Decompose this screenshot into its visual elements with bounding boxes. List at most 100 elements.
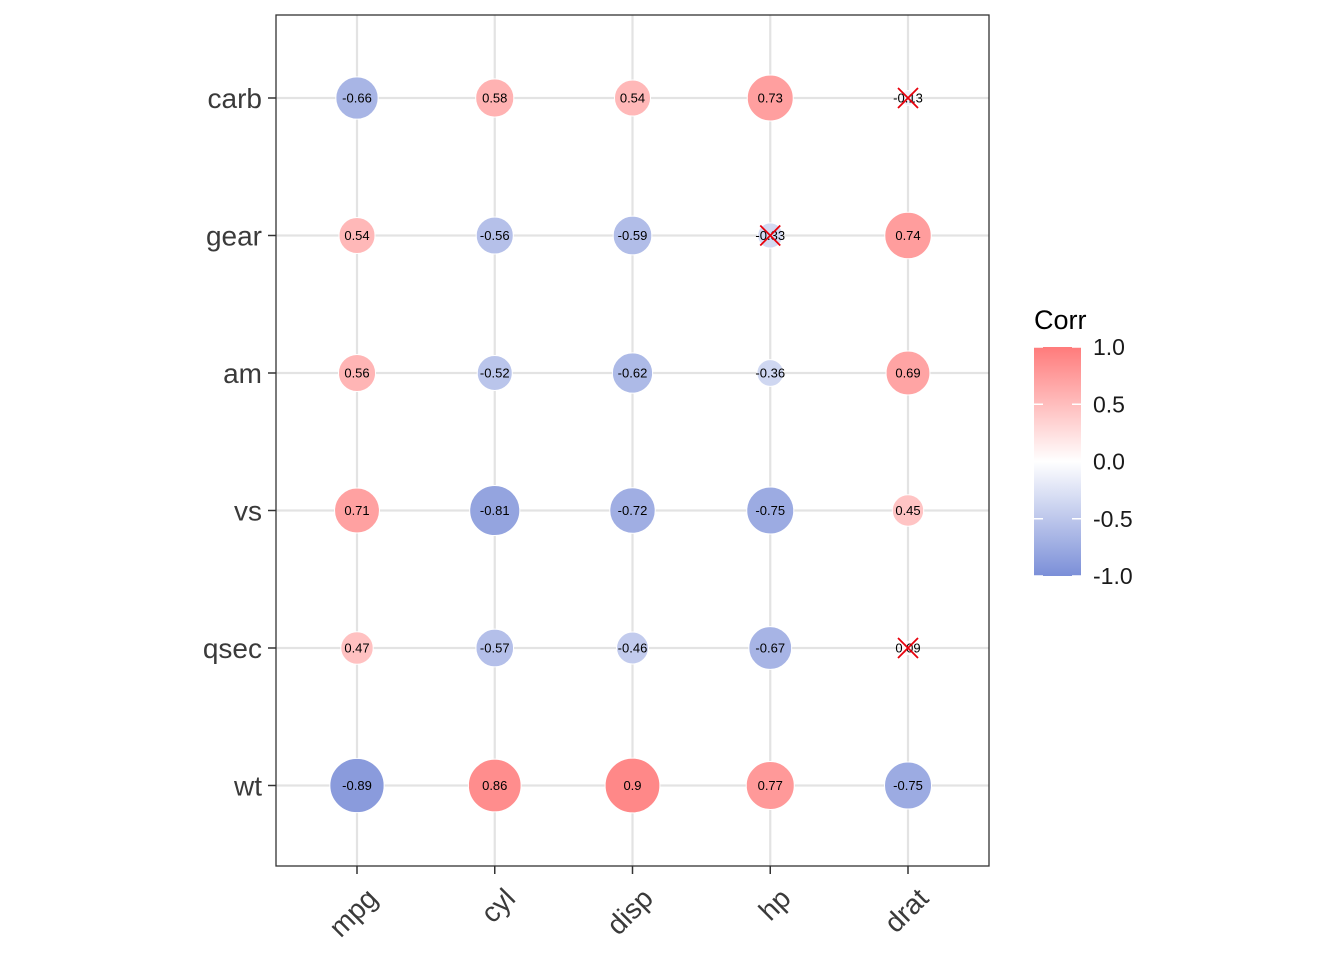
x-tick-label-mpg: mpg — [323, 882, 383, 942]
cell-qsec-drat: 0.09 — [895, 637, 921, 659]
cell-wt-cyl: 0.86 — [467, 758, 522, 813]
correlation-circle — [884, 211, 932, 260]
correlation-circle — [475, 628, 515, 668]
correlation-circle — [746, 486, 795, 535]
y-tick-label-wt: wt — [233, 771, 262, 802]
cell-carb-disp: 0.54 — [613, 79, 652, 117]
cell-value-label: 0.74 — [895, 228, 920, 243]
grid-lines — [276, 15, 989, 866]
correlation-circle — [335, 76, 379, 120]
cell-vs-mpg: 0.71 — [334, 487, 380, 534]
cell-gear-mpg: 0.54 — [338, 216, 376, 255]
y-tick-label-vs: vs — [234, 496, 262, 527]
x-tick-label-hp: hp — [753, 882, 797, 926]
cell-gear-drat: 0.74 — [884, 211, 932, 260]
cell-am-drat: 0.69 — [885, 350, 931, 396]
cell-value-label: -0.66 — [342, 91, 372, 106]
correlation-circle — [616, 631, 649, 665]
cell-value-label: 0.69 — [895, 366, 920, 381]
y-tick-label-gear: gear — [206, 221, 262, 252]
cell-value-label: 0.9 — [623, 778, 641, 793]
cell-wt-disp: 0.9 — [604, 757, 661, 814]
cell-am-cyl: -0.52 — [476, 354, 513, 392]
correlation-circle — [884, 761, 932, 810]
cell-wt-mpg: -0.89 — [329, 757, 385, 814]
correlation-circle — [746, 74, 794, 122]
cell-am-mpg: 0.56 — [337, 353, 377, 393]
cell-value-label: -0.75 — [755, 503, 785, 518]
cell-carb-drat: -0.13 — [893, 87, 923, 109]
correlation-circle — [334, 487, 380, 534]
x-tick-label-drat: drat — [878, 882, 934, 938]
cell-vs-cyl: -0.81 — [469, 484, 521, 537]
y-tick-label-qsec: qsec — [203, 633, 262, 664]
correlation-circle — [604, 757, 661, 814]
cell-carb-cyl: 0.58 — [475, 78, 515, 118]
x-tick-label-cyl: cyl — [475, 882, 521, 928]
cell-value-label: 0.73 — [758, 91, 783, 106]
cell-value-label: -0.89 — [342, 778, 372, 793]
legend-tick-label: 0.5 — [1093, 391, 1125, 417]
cell-value-label: -0.59 — [618, 228, 648, 243]
legend-title: Corr — [1034, 305, 1087, 335]
cell-value-label: -0.56 — [480, 228, 510, 243]
correlation-circle — [467, 758, 522, 813]
insignificant-cross-mark — [759, 224, 781, 247]
cell-am-hp: -0.36 — [755, 359, 785, 387]
x-tick-label-disp: disp — [601, 882, 659, 940]
correlation-circle — [885, 350, 931, 396]
legend-tick-label: 0.0 — [1093, 449, 1125, 475]
cell-qsec-cyl: -0.57 — [475, 628, 515, 668]
correlation-circle — [476, 354, 513, 392]
cell-carb-hp: 0.73 — [746, 74, 794, 122]
correlation-circle — [613, 79, 652, 117]
cell-carb-mpg: -0.66 — [335, 76, 379, 120]
y-tick-label-carb: carb — [208, 83, 262, 114]
cell-gear-disp: -0.59 — [612, 215, 653, 256]
cell-vs-disp: -0.72 — [609, 487, 656, 534]
correlation-circle — [337, 353, 377, 393]
cell-value-label: 0.54 — [344, 228, 369, 243]
insignificant-cross-mark — [897, 637, 919, 659]
cell-value-label: -0.36 — [755, 366, 785, 381]
cell-wt-hp: 0.77 — [745, 760, 795, 811]
cell-qsec-mpg: 0.47 — [340, 631, 374, 665]
legend: Corr 1.0 0.5 0.0 -0.5 -1.0 — [1034, 305, 1133, 589]
cell-value-label: -0.81 — [480, 503, 510, 518]
cell-gear-hp: -0.33 — [755, 222, 785, 249]
cell-am-disp: -0.62 — [611, 352, 654, 394]
cell-value-label: 0.54 — [620, 91, 645, 106]
correlation-circle — [469, 484, 521, 537]
legend-tick-label: -0.5 — [1093, 506, 1133, 532]
correlation-circle — [611, 352, 654, 394]
cell-value-label: -0.62 — [618, 366, 648, 381]
legend-tick-label: -1.0 — [1093, 563, 1133, 589]
cell-gear-cyl: -0.56 — [475, 216, 514, 255]
correlation-circle — [609, 487, 656, 534]
cell-value-label: 0.56 — [344, 366, 369, 381]
correlation-circle — [756, 359, 785, 387]
correlation-circle — [748, 626, 793, 670]
cell-value-label: -0.72 — [618, 503, 648, 518]
correlation-circle — [891, 494, 925, 527]
correlation-circle — [340, 631, 374, 665]
cell-value-label: 0.71 — [344, 503, 369, 518]
correlation-circle — [475, 216, 514, 255]
correlation-circle — [475, 78, 515, 118]
cell-value-label: -0.67 — [755, 641, 785, 656]
cell-qsec-disp: -0.46 — [616, 631, 649, 665]
axes: carb gear am vs qsec wt mpg cyl disp hp drat — [203, 83, 935, 943]
correlation-circle — [329, 757, 385, 814]
cell-value-label: 0.58 — [482, 91, 507, 106]
cell-value-label: 0.77 — [758, 778, 783, 793]
cell-wt-drat: -0.75 — [884, 761, 932, 810]
cell-qsec-hp: -0.67 — [748, 626, 793, 670]
cell-vs-hp: -0.75 — [746, 486, 795, 535]
legend-tick-label: 1.0 — [1093, 334, 1125, 360]
cell-value-label: 0.45 — [895, 503, 920, 518]
cell-value-label: -0.46 — [618, 641, 648, 656]
y-tick-label-am: am — [223, 358, 262, 389]
insignificant-cross-mark — [897, 87, 919, 109]
cell-value-label: -0.75 — [893, 778, 923, 793]
